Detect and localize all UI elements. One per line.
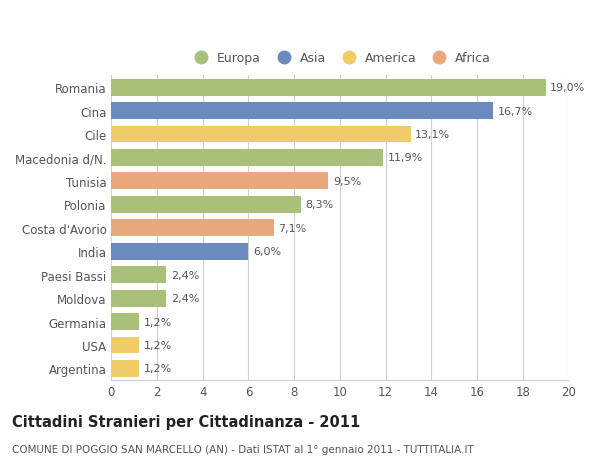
Text: COMUNE DI POGGIO SAN MARCELLO (AN) - Dati ISTAT al 1° gennaio 2011 - TUTTITALIA.: COMUNE DI POGGIO SAN MARCELLO (AN) - Dat…	[12, 444, 474, 454]
Bar	[112, 126, 410, 143]
Text: 1,2%: 1,2%	[143, 340, 172, 350]
Text: Cittadini Stranieri per Cittadinanza - 2011: Cittadini Stranieri per Cittadinanza - 2…	[12, 414, 360, 429]
Bar	[112, 267, 166, 284]
Text: 7,1%: 7,1%	[278, 223, 307, 233]
Bar	[112, 220, 274, 237]
Text: 13,1%: 13,1%	[415, 130, 451, 140]
Text: 1,2%: 1,2%	[143, 317, 172, 327]
Bar	[112, 79, 545, 96]
Bar	[112, 150, 383, 167]
Text: 6,0%: 6,0%	[253, 246, 281, 257]
Bar	[112, 313, 139, 330]
Bar	[112, 173, 328, 190]
Text: 11,9%: 11,9%	[388, 153, 423, 163]
Text: 2,4%: 2,4%	[171, 270, 199, 280]
Bar	[112, 360, 139, 377]
Legend: Europa, Asia, America, Africa: Europa, Asia, America, Africa	[188, 52, 491, 65]
Text: 8,3%: 8,3%	[305, 200, 334, 210]
Text: 1,2%: 1,2%	[143, 364, 172, 374]
Bar	[112, 337, 139, 353]
Text: 16,7%: 16,7%	[497, 106, 533, 116]
Text: 2,4%: 2,4%	[171, 293, 199, 303]
Bar	[112, 243, 248, 260]
Text: 19,0%: 19,0%	[550, 83, 586, 93]
Bar	[112, 196, 301, 213]
Bar	[112, 290, 166, 307]
Bar	[112, 103, 493, 120]
Text: 9,5%: 9,5%	[333, 176, 361, 186]
